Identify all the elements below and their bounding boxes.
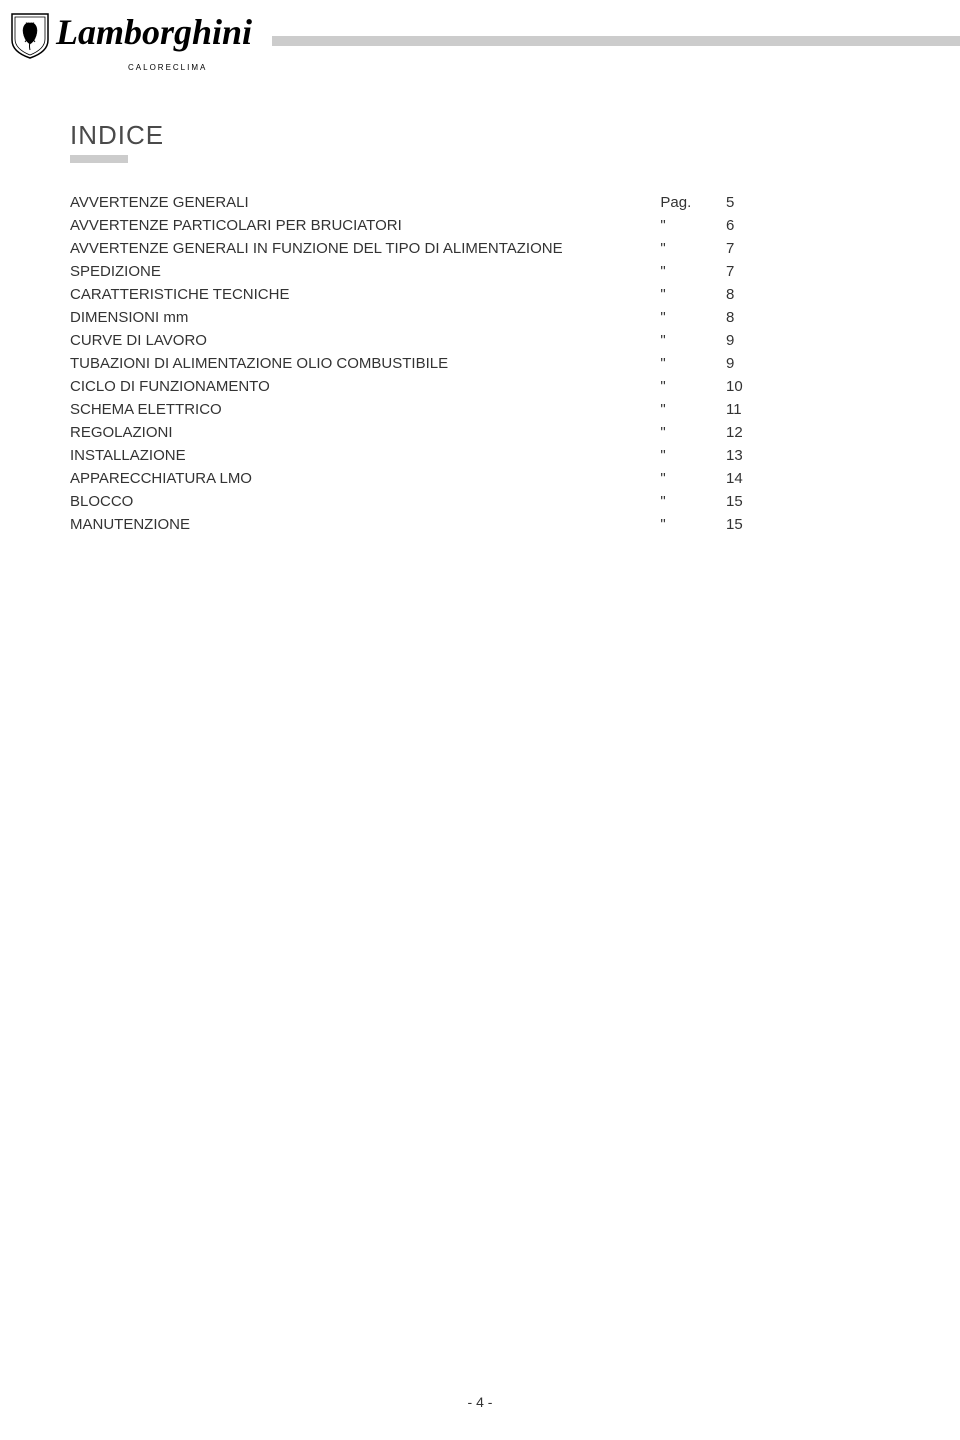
toc-row: DIMENSIONI mm"8 [70, 306, 890, 329]
toc-page: 15 [726, 513, 890, 536]
toc-label: CURVE DI LAVORO [70, 329, 660, 352]
toc-mark: " [660, 490, 726, 513]
toc-label: DIMENSIONI mm [70, 306, 660, 329]
toc-row: AVVERTENZE GENERALI IN FUNZIONE DEL TIPO… [70, 237, 890, 260]
brand-shield-icon [10, 12, 50, 60]
toc-label: AVVERTENZE GENERALI [70, 191, 660, 214]
header-divider [272, 36, 960, 46]
toc-label: MANUTENZIONE [70, 513, 660, 536]
toc-mark: " [660, 329, 726, 352]
toc-label: SPEDIZIONE [70, 260, 660, 283]
toc-page: 15 [726, 490, 890, 513]
toc-label: CARATTERISTICHE TECNICHE [70, 283, 660, 306]
toc-row: AVVERTENZE GENERALIPag.5 [70, 191, 890, 214]
toc-label: SCHEMA ELETTRICO [70, 398, 660, 421]
toc-row: BLOCCO"15 [70, 490, 890, 513]
toc-page: 14 [726, 467, 890, 490]
toc-label: REGOLAZIONI [70, 421, 660, 444]
toc-mark: " [660, 467, 726, 490]
toc-page: 10 [726, 375, 890, 398]
toc-mark: " [660, 375, 726, 398]
toc-row: APPARECCHIATURA LMO"14 [70, 467, 890, 490]
toc-page: 8 [726, 306, 890, 329]
toc-row: CURVE DI LAVORO"9 [70, 329, 890, 352]
toc-label: AVVERTENZE PARTICOLARI PER BRUCIATORI [70, 214, 660, 237]
toc-label: AVVERTENZE GENERALI IN FUNZIONE DEL TIPO… [70, 237, 660, 260]
toc-row: TUBAZIONI DI ALIMENTAZIONE OLIO COMBUSTI… [70, 352, 890, 375]
toc-page: 7 [726, 237, 890, 260]
content-area: INDICE AVVERTENZE GENERALIPag.5AVVERTENZ… [0, 60, 960, 536]
page-header: Lamborghini CALORECLIMA [0, 0, 960, 60]
toc-page: 13 [726, 444, 890, 467]
toc-mark: " [660, 306, 726, 329]
toc-row: AVVERTENZE PARTICOLARI PER BRUCIATORI"6 [70, 214, 890, 237]
toc-row: CARATTERISTICHE TECNICHE"8 [70, 283, 890, 306]
toc-page: 9 [726, 329, 890, 352]
toc-page: 5 [726, 191, 890, 214]
toc-page: 12 [726, 421, 890, 444]
title-underline [70, 155, 128, 163]
brand-subtitle: CALORECLIMA [128, 63, 207, 72]
toc-mark: " [660, 260, 726, 283]
toc-label: APPARECCHIATURA LMO [70, 467, 660, 490]
toc-page: 6 [726, 214, 890, 237]
toc-mark: " [660, 398, 726, 421]
toc-mark: " [660, 444, 726, 467]
toc-page: 11 [726, 398, 890, 421]
brand-name: Lamborghini [56, 11, 252, 53]
toc-row: CICLO DI FUNZIONAMENTO"10 [70, 375, 890, 398]
toc-page: 9 [726, 352, 890, 375]
toc-label: BLOCCO [70, 490, 660, 513]
toc-mark: " [660, 513, 726, 536]
toc-mark: Pag. [660, 191, 726, 214]
toc-mark: " [660, 214, 726, 237]
toc-label: TUBAZIONI DI ALIMENTAZIONE OLIO COMBUSTI… [70, 352, 660, 375]
toc-row: MANUTENZIONE"15 [70, 513, 890, 536]
toc-label: CICLO DI FUNZIONAMENTO [70, 375, 660, 398]
toc-row: SCHEMA ELETTRICO"11 [70, 398, 890, 421]
section-title: INDICE [70, 120, 890, 151]
toc-row: INSTALLAZIONE"13 [70, 444, 890, 467]
toc-mark: " [660, 421, 726, 444]
toc-mark: " [660, 352, 726, 375]
toc-mark: " [660, 283, 726, 306]
page-number: - 4 - [0, 1394, 960, 1410]
toc-page: 7 [726, 260, 890, 283]
toc-row: REGOLAZIONI"12 [70, 421, 890, 444]
toc-label: INSTALLAZIONE [70, 444, 660, 467]
toc-table: AVVERTENZE GENERALIPag.5AVVERTENZE PARTI… [70, 191, 890, 536]
toc-mark: " [660, 237, 726, 260]
toc-page: 8 [726, 283, 890, 306]
toc-row: SPEDIZIONE"7 [70, 260, 890, 283]
